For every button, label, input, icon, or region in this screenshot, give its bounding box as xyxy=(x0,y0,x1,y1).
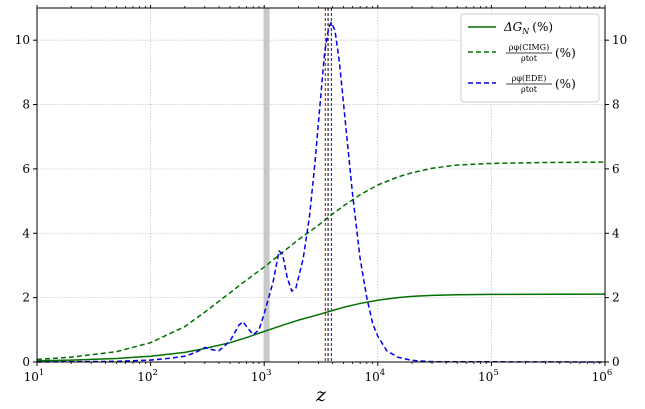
plot-frame xyxy=(36,7,606,363)
y-tick-label-left: 10 xyxy=(15,33,30,47)
x-tick-base: 10 xyxy=(592,370,607,384)
legend-label: ΔGN (%) xyxy=(503,20,553,36)
x-tick-label: 104 xyxy=(364,368,385,384)
x-tick-label: 103 xyxy=(251,368,272,384)
x-tick-base: 10 xyxy=(251,370,266,384)
y-tick-label-left: 0 xyxy=(22,355,30,369)
x-tick-exponent: 4 xyxy=(380,368,385,378)
series-line-2 xyxy=(36,161,606,361)
x-tick-exponent: 6 xyxy=(607,368,612,378)
x-tick-label: 102 xyxy=(137,368,158,384)
legend-label-denominator: ρtot xyxy=(521,85,538,94)
legend-label-main: ΔG xyxy=(503,20,523,34)
y-tick-label-left: 2 xyxy=(22,291,30,305)
x-tick-exponent: 2 xyxy=(153,368,158,378)
y-tick-label-right: 6 xyxy=(612,162,620,176)
x-tick-label: 101 xyxy=(24,368,45,384)
data-series xyxy=(36,21,606,363)
legend-label-suffix: (%) xyxy=(555,77,576,91)
x-tick-exponent: 1 xyxy=(39,368,44,378)
marker-band xyxy=(263,8,270,362)
x-tick-base: 10 xyxy=(364,370,379,384)
legend: ΔGN (%)ρφ(CIMG)ρtot (%)ρφ(EDE)ρtot (%) xyxy=(460,13,600,103)
x-tick-base: 10 xyxy=(478,370,493,384)
x-tick-label: 106 xyxy=(592,368,613,384)
x-tick-base: 10 xyxy=(24,370,39,384)
legend-label-denominator: ρtot xyxy=(521,54,538,63)
y-tick-label-right: 4 xyxy=(612,226,620,240)
series-line-3 xyxy=(36,21,606,363)
series-line-1 xyxy=(36,293,606,362)
y-tick-label-right: 2 xyxy=(612,291,620,305)
legend-label-numerator: ρφ(EDE) xyxy=(512,74,547,83)
legend-label-suffix: (%) xyxy=(532,20,553,34)
y-tick-label-left: 6 xyxy=(22,162,30,176)
y-tick-label-right: 10 xyxy=(612,33,627,47)
legend-label-numerator: ρφ(CIMG) xyxy=(509,43,549,52)
x-tick-base: 10 xyxy=(137,370,152,384)
y-tick-label-left: 8 xyxy=(22,98,30,112)
legend-label-suffix: (%) xyxy=(555,46,576,60)
x-tick-label: 105 xyxy=(478,368,499,384)
y-tick-label-right: 8 xyxy=(612,98,620,112)
legend-box xyxy=(460,13,600,103)
y-tick-label-right: 0 xyxy=(612,355,620,369)
vertical-markers xyxy=(263,8,332,362)
x-tick-exponent: 3 xyxy=(266,368,271,378)
x-tick-exponent: 5 xyxy=(493,368,498,378)
y-tick-label-left: 4 xyxy=(22,226,30,240)
legend-label-subscript: N xyxy=(521,27,530,36)
x-axis-title: z xyxy=(315,384,327,406)
